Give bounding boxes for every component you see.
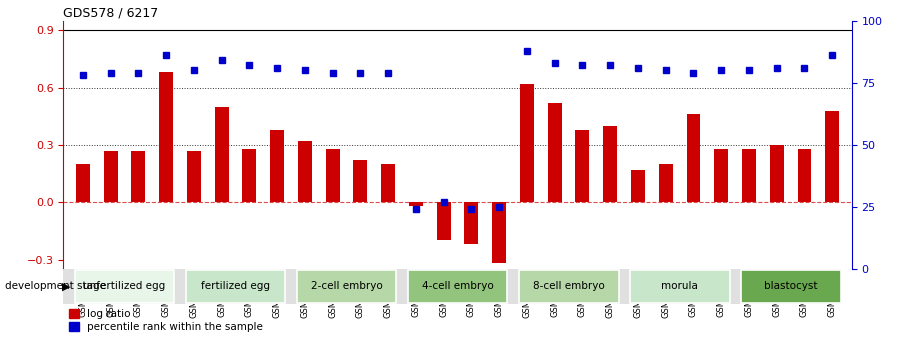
Bar bbox=[825, 110, 839, 202]
Text: morula: morula bbox=[661, 282, 698, 291]
Bar bbox=[631, 170, 645, 202]
Text: blastocyst: blastocyst bbox=[764, 282, 817, 291]
Text: 8-cell embryo: 8-cell embryo bbox=[533, 282, 604, 291]
Bar bbox=[159, 72, 173, 202]
Bar bbox=[296, 270, 397, 303]
Bar bbox=[770, 145, 784, 202]
Text: GDS578 / 6217: GDS578 / 6217 bbox=[63, 7, 159, 20]
Bar bbox=[325, 149, 340, 202]
Bar bbox=[714, 149, 728, 202]
Text: fertilized egg: fertilized egg bbox=[201, 282, 270, 291]
Bar bbox=[74, 270, 175, 303]
Bar bbox=[465, 202, 478, 244]
Bar bbox=[215, 107, 228, 202]
Bar bbox=[437, 202, 450, 240]
Bar bbox=[492, 202, 506, 263]
Bar bbox=[186, 270, 285, 303]
Bar bbox=[687, 114, 700, 202]
Bar bbox=[740, 270, 841, 303]
Bar bbox=[353, 160, 367, 202]
Text: ▶: ▶ bbox=[62, 282, 70, 291]
Text: 4-cell embryo: 4-cell embryo bbox=[421, 282, 494, 291]
Bar bbox=[742, 149, 756, 202]
Bar bbox=[548, 103, 562, 202]
Bar bbox=[797, 149, 812, 202]
Bar bbox=[131, 151, 145, 202]
Text: unfertilized egg: unfertilized egg bbox=[83, 282, 166, 291]
Text: development stage: development stage bbox=[5, 282, 105, 291]
Bar bbox=[408, 270, 507, 303]
Bar bbox=[298, 141, 312, 202]
Bar bbox=[575, 130, 590, 202]
Text: 2-cell embryo: 2-cell embryo bbox=[311, 282, 382, 291]
Bar bbox=[520, 84, 534, 202]
Bar bbox=[409, 202, 423, 206]
Bar bbox=[243, 149, 256, 202]
Bar bbox=[103, 151, 118, 202]
Bar bbox=[270, 130, 284, 202]
Legend: log ratio, percentile rank within the sample: log ratio, percentile rank within the sa… bbox=[69, 309, 264, 332]
Bar bbox=[603, 126, 617, 202]
Bar bbox=[381, 164, 395, 202]
Bar bbox=[76, 164, 90, 202]
Bar bbox=[630, 270, 729, 303]
Bar bbox=[518, 270, 619, 303]
Bar bbox=[659, 164, 672, 202]
Bar bbox=[187, 151, 201, 202]
